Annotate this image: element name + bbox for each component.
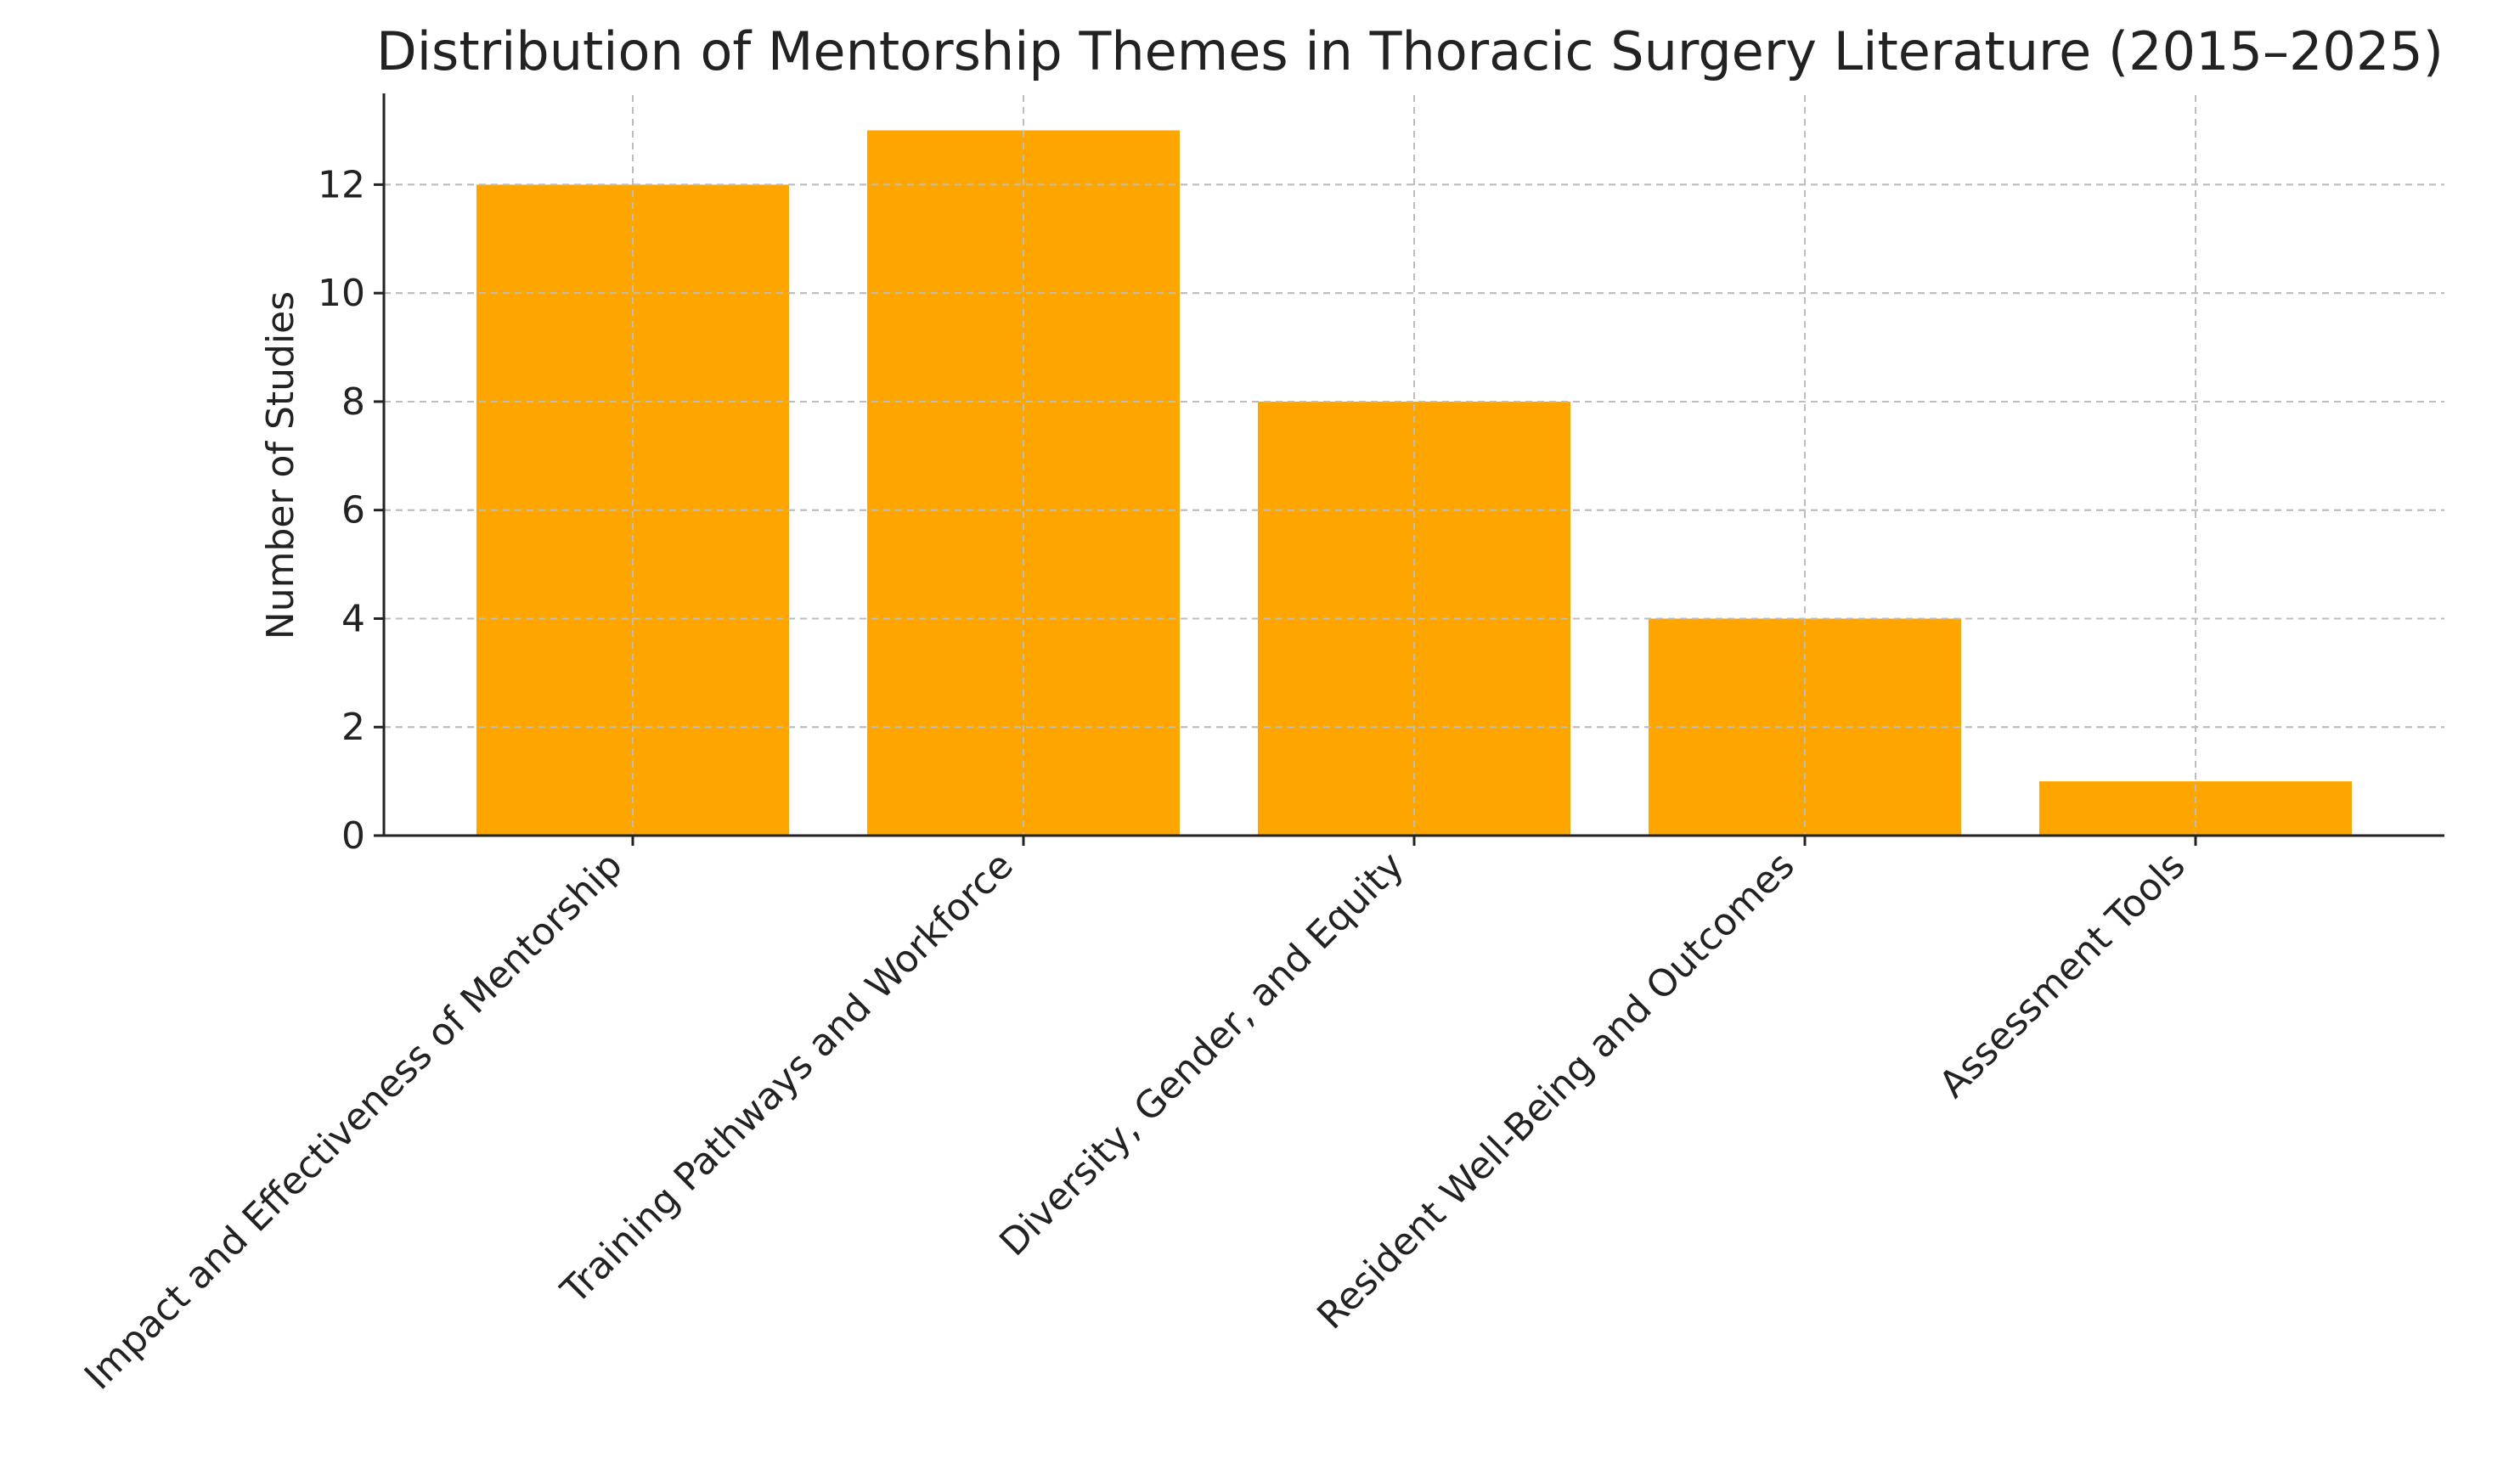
y-tick-label: 12 <box>318 163 365 206</box>
x-category-label: Training Pathways and Workforce <box>552 844 1021 1313</box>
x-category-label: Resident Well-Being and Outcomes <box>1309 844 1803 1338</box>
x-category-label: Impact and Effectiveness of Mentorship <box>76 844 631 1399</box>
grid-overlay <box>384 95 2444 836</box>
y-tick-label: 8 <box>341 380 365 424</box>
x-category-label: Assessment Tools <box>1931 844 2194 1106</box>
y-axis-ticks: 0 2 4 6 8 10 12 <box>318 163 384 858</box>
bars <box>384 95 2444 836</box>
y-tick-label: 6 <box>341 489 365 532</box>
y-tick-label: 10 <box>318 272 365 315</box>
chart-title: Distribution of Mentorship Themes in Tho… <box>376 20 2444 82</box>
y-tick-label: 0 <box>341 814 365 858</box>
x-category-label: Diversity, Gender, and Equity <box>991 844 1412 1264</box>
x-axis-ticks: Impact and Effectiveness of MentorshipTr… <box>76 836 2197 1399</box>
y-tick-label: 2 <box>341 706 365 749</box>
y-axis-label: Number of Studies <box>259 291 302 639</box>
y-tick-label: 4 <box>341 597 365 640</box>
